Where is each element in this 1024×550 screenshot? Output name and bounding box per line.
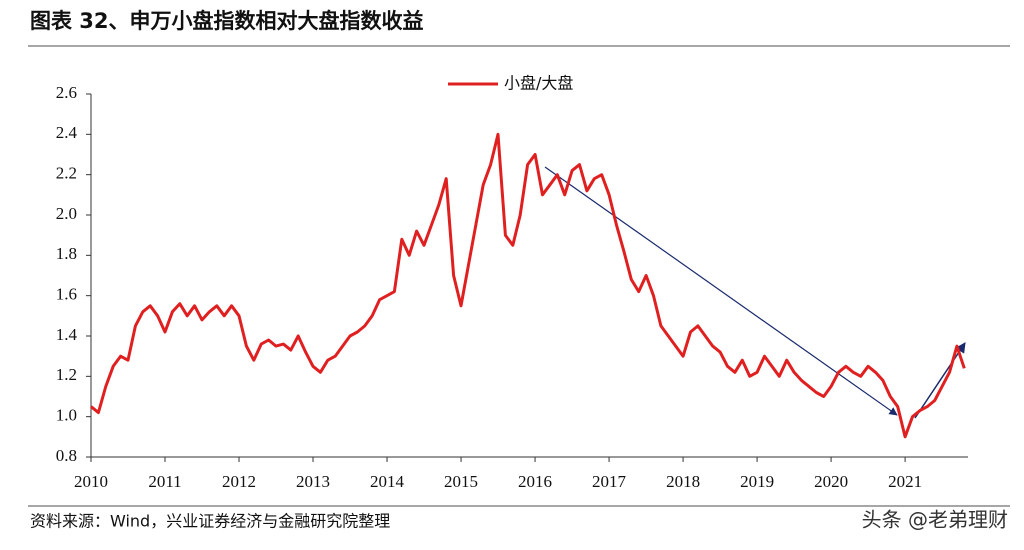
trend-arrow [914, 342, 966, 419]
watermark: 头条 @老弟理财 [862, 508, 1008, 532]
y-tick-label: 2.6 [56, 83, 77, 102]
x-tick-label: 2014 [370, 472, 405, 491]
trend-arrow [544, 166, 898, 416]
y-tick-label: 1.8 [56, 244, 77, 263]
y-tick-label: 1.4 [56, 325, 78, 344]
y-tick-label: 1.6 [56, 285, 77, 304]
y-tick-label: 2.0 [56, 204, 77, 223]
series-line [90, 132, 966, 439]
x-tick-label: 2016 [518, 472, 552, 491]
x-tick-label: 2018 [666, 472, 700, 491]
x-tick-label: 2019 [740, 472, 774, 491]
x-tick-label: 2021 [888, 472, 922, 491]
y-tick-label: 2.4 [56, 123, 78, 142]
y-tick-label: 1.0 [56, 406, 77, 425]
x-tick-label: 2013 [296, 472, 330, 491]
x-tick-label: 2015 [444, 472, 478, 491]
y-tick-label: 0.8 [56, 446, 77, 465]
y-tick-label: 2.2 [56, 164, 77, 183]
chart-title: 图表 32、申万小盘指数相对大盘指数收益 [30, 9, 424, 33]
x-tick-label: 2017 [592, 472, 627, 491]
x-tick-label: 2020 [814, 472, 848, 491]
x-tick-label: 2010 [74, 472, 108, 491]
legend-label: 小盘/大盘 [504, 74, 573, 93]
x-tick-label: 2011 [148, 472, 181, 491]
source: 资料来源：Wind，兴业证券经济与金融研究院整理 [30, 512, 390, 531]
x-tick-label: 2012 [222, 472, 256, 491]
y-tick-label: 1.2 [56, 365, 77, 384]
